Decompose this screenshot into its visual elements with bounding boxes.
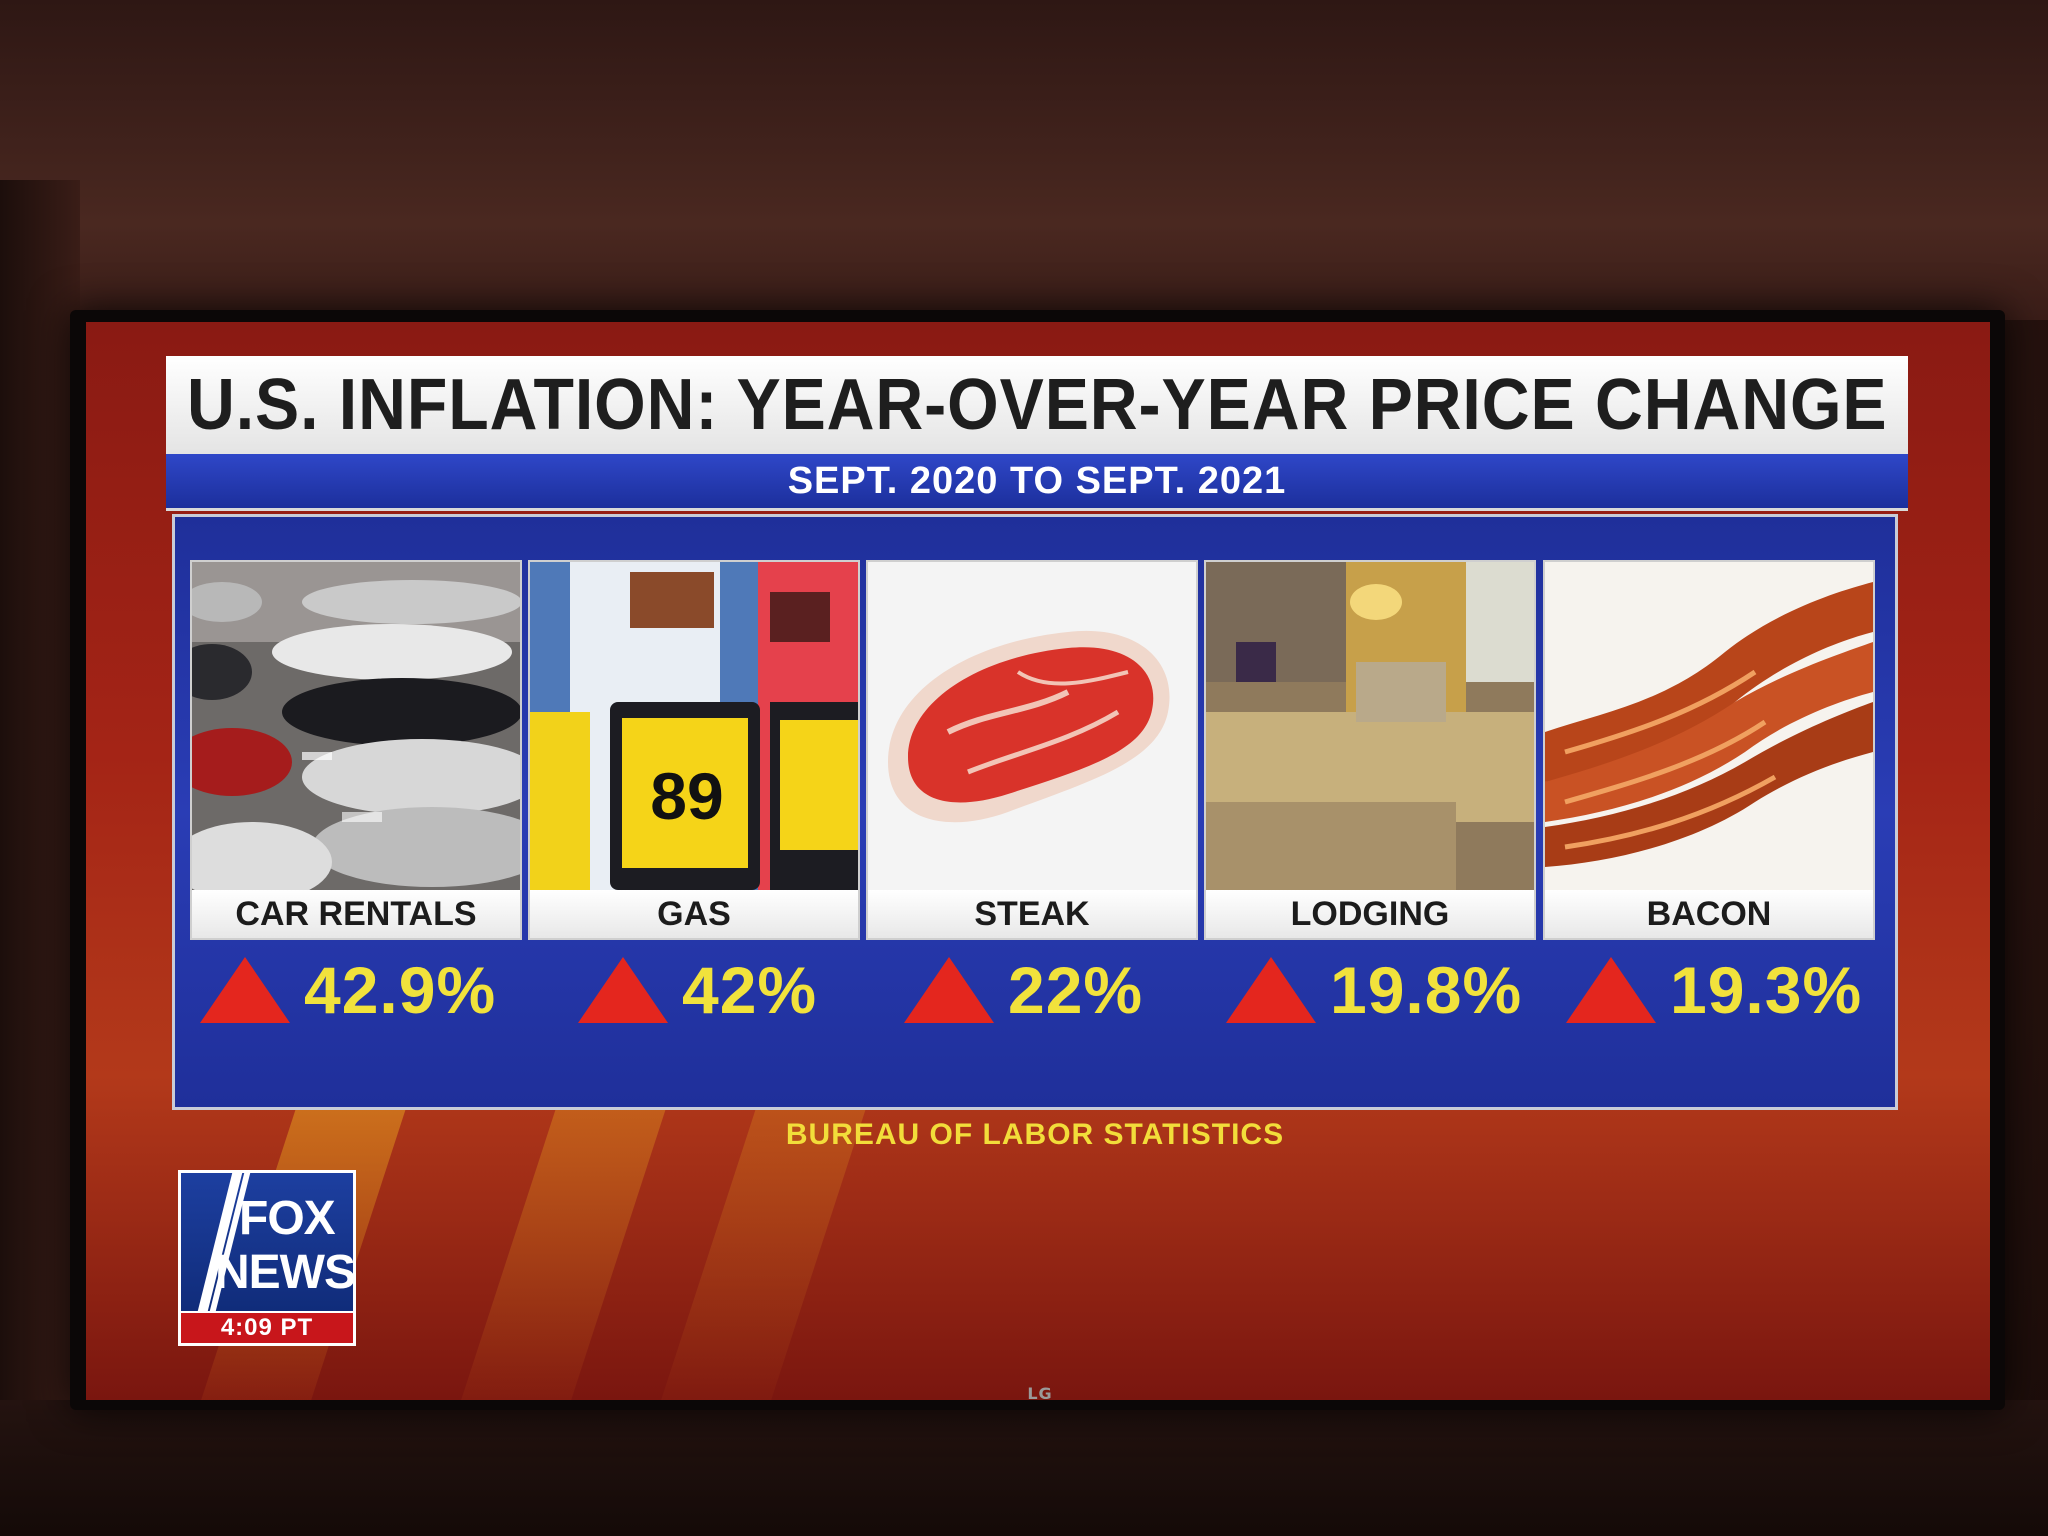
car-rentals-image [192, 562, 520, 890]
up-arrow-icon [200, 957, 290, 1023]
up-arrow-icon [904, 957, 994, 1023]
graphic-title: U.S. INFLATION: YEAR-OVER-YEAR PRICE CHA… [186, 365, 1888, 445]
card-label: CAR RENTALS [192, 890, 520, 938]
graphic-subtitle: SEPT. 2020 TO SEPT. 2021 [787, 459, 1287, 502]
gas-price-sign: 89 [650, 759, 724, 833]
stat-bacon: 19.3% [1566, 952, 1862, 1028]
stat-car-rentals: 42.9% [200, 952, 496, 1028]
stat-value: 42% [682, 953, 818, 1027]
stat-value: 42.9% [304, 953, 497, 1027]
card-label: BACON [1545, 890, 1873, 938]
subtitle-bar: SEPT. 2020 TO SEPT. 2021 [166, 454, 1908, 511]
clock-time: 4:09 PT [181, 1313, 353, 1343]
hotel-room-image [1206, 562, 1534, 890]
gas-pump-image: 89 [530, 562, 858, 890]
stat-lodging: 19.8% [1226, 952, 1522, 1028]
tv-brand-logo: LG [1027, 1384, 1053, 1403]
card-bacon: BACON [1543, 560, 1875, 940]
fox-news-logo: FOX NEWS 4:09 PT [178, 1170, 356, 1346]
stat-steak: 22% [904, 952, 1143, 1028]
card-label: STEAK [868, 890, 1196, 938]
logo-line2: NEWS [215, 1246, 356, 1299]
source-credit: BUREAU OF LABOR STATISTICS [785, 1118, 1285, 1151]
room-floor [0, 1400, 2048, 1536]
stat-value: 22% [1008, 953, 1144, 1027]
stat-value: 19.8% [1330, 953, 1523, 1027]
card-steak: STEAK [866, 560, 1198, 940]
up-arrow-icon [578, 957, 668, 1023]
card-gas: 89 GAS [528, 560, 860, 940]
steak-image [868, 562, 1196, 890]
stat-value: 19.3% [1670, 953, 1863, 1027]
card-lodging: LODGING [1204, 560, 1536, 940]
logo-line1: FOX [239, 1192, 336, 1245]
up-arrow-icon [1226, 957, 1316, 1023]
room-wall [0, 0, 2048, 320]
title-bar: U.S. INFLATION: YEAR-OVER-YEAR PRICE CHA… [166, 356, 1908, 454]
left-shelf [0, 180, 80, 1480]
card-label: GAS [530, 890, 858, 938]
card-car-rentals: CAR RENTALS [190, 560, 522, 940]
up-arrow-icon [1566, 957, 1656, 1023]
logo-field: FOX NEWS [181, 1173, 356, 1311]
bacon-image [1545, 562, 1873, 890]
stat-gas: 42% [578, 952, 817, 1028]
card-label: LODGING [1206, 890, 1534, 938]
